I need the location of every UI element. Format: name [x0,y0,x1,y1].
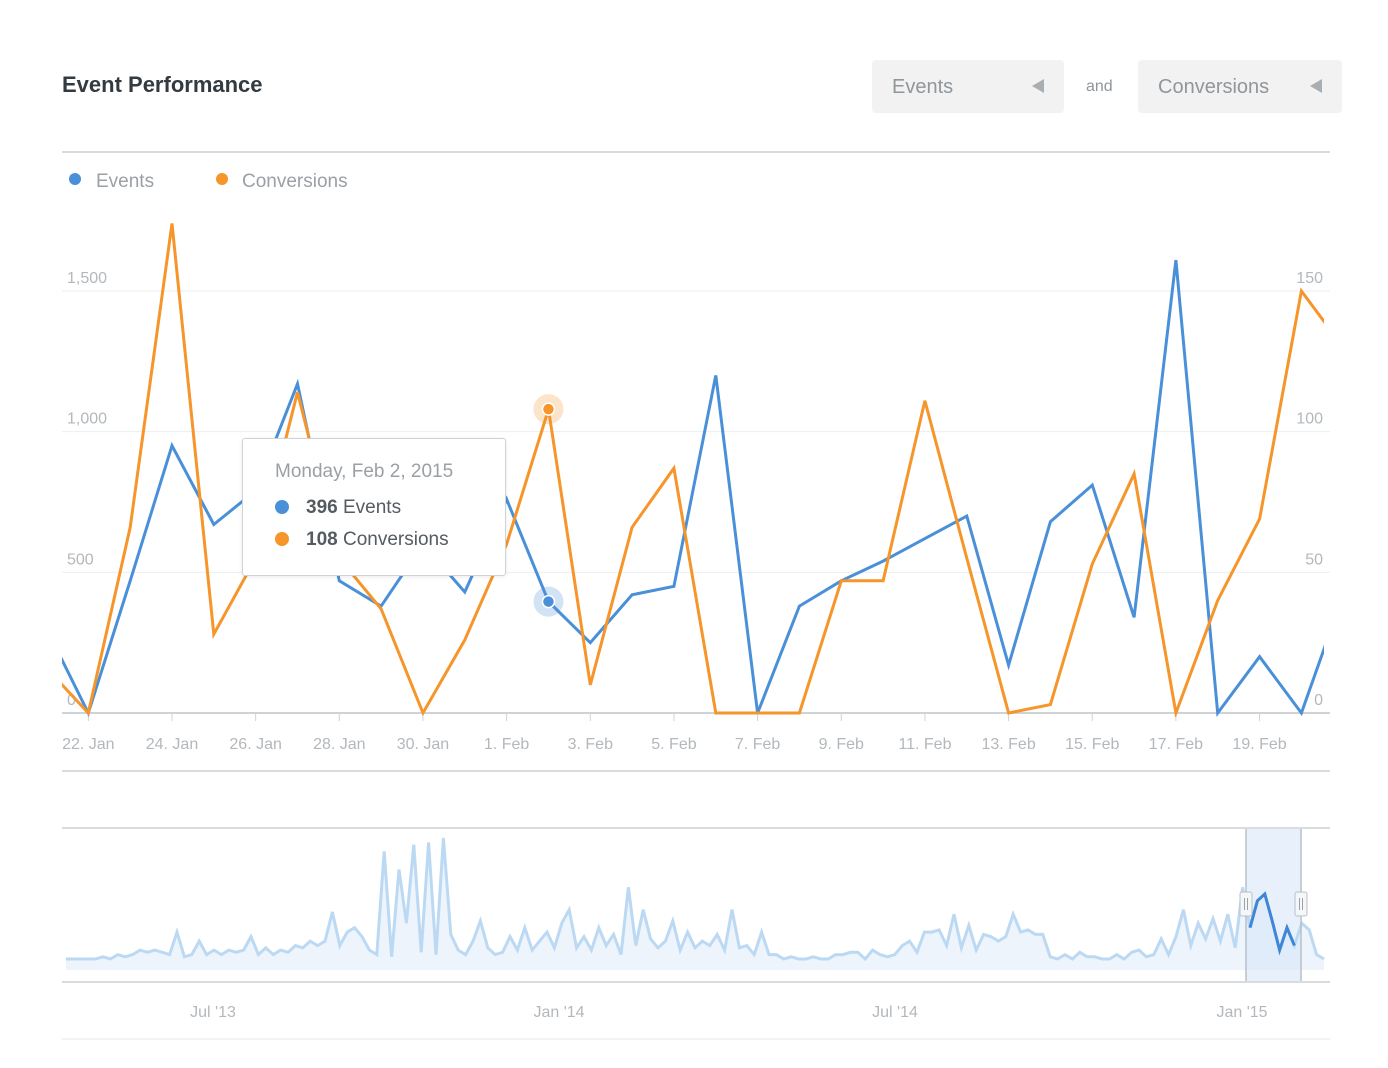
navigator-x-label: Jan '15 [1216,1004,1267,1021]
x-tick-label: 26. Jan [229,736,281,753]
navigator-handle-left[interactable] [1239,891,1253,917]
navigator-x-label: Jan '14 [533,1004,584,1021]
events-line [62,259,1324,717]
y-tick-right: 50 [1305,551,1323,568]
tooltip-events-value: 396 [306,497,338,518]
conversions-line [62,223,1324,717]
legend-label-conversions: Conversions [242,171,348,192]
caret-left-icon [1032,79,1044,93]
x-tick-label: 7. Feb [735,736,780,753]
tooltip-events-row: 396 Events [275,497,401,519]
x-tick-label: 17. Feb [1149,736,1203,753]
tooltip-date: Monday, Feb 2, 2015 [275,461,454,482]
x-tick-label: 1. Feb [484,736,529,753]
navigator-selection [1246,829,1301,981]
tooltip: Monday, Feb 2, 2015 396 Events 108 Conve… [242,438,506,576]
x-tick-label: 22. Jan [62,736,114,753]
caret-left-icon [1310,79,1322,93]
x-tick-label: 11. Feb [898,736,951,753]
events-point [541,594,556,609]
page-title: Event Performance [62,72,263,97]
y-tick-left: 500 [67,551,94,568]
legend-marker-conversions [216,173,228,185]
x-tick-label: 5. Feb [651,736,696,753]
navigator[interactable]: Jul '13 Jan '14 Jul '14 Jan '15 [66,829,1325,1021]
x-tick-label: 30. Jan [397,736,449,753]
metric1-select-label: Events [892,76,954,98]
events-dot-icon [275,500,289,514]
y-tick-left: 1,500 [67,270,107,287]
navigator-handle-right[interactable] [1294,891,1308,917]
y-tick-right: 100 [1296,411,1323,428]
navigator-area [66,838,1324,970]
y-tick-left: 1,000 [67,411,107,428]
navigator-selected-line [1248,891,1296,956]
metric2-select[interactable]: Conversions [1138,60,1342,113]
x-tick-label: 28. Jan [313,736,365,753]
connector-label: and [1086,78,1113,95]
axis-labels: 0 500 1,000 1,500 0 50 100 150 22. Jan 24. Jan 26.… [62,270,1323,753]
x-tick-label: 3. Feb [568,736,613,753]
tooltip-conversions-row: 108 Conversions [275,529,449,551]
y-tick-right: 0 [1314,692,1323,709]
legend-marker-events [69,173,81,185]
conversions-point [541,402,556,416]
y-tick-right: 150 [1296,270,1323,287]
conversions-dot-icon [275,532,289,546]
legend-label-events: Events [96,171,154,192]
metric2-select-label: Conversions [1158,76,1270,98]
series-lines [62,223,1324,717]
navigator-x-label: Jul '13 [190,1004,236,1021]
y-tick-left: 0 [67,692,76,709]
x-tick-label: 24. Jan [146,736,198,753]
legend-item-conversions[interactable]: Conversions [216,171,348,192]
tooltip-conversions-label: Conversions [342,529,449,550]
x-tick-label: 9. Feb [819,736,864,753]
x-tick-label: 13. Feb [981,736,1035,753]
x-tick-label: 19. Feb [1232,736,1286,753]
metric1-select[interactable]: Events [872,60,1064,113]
tooltip-events-label: Events [342,497,402,518]
legend-item-events[interactable]: Events [69,171,154,192]
navigator-x-label: Jul '14 [872,1004,918,1021]
x-tick-label: 15. Feb [1065,736,1119,753]
tooltip-conversions-value: 108 [306,529,338,550]
navigator-line [66,837,1325,962]
